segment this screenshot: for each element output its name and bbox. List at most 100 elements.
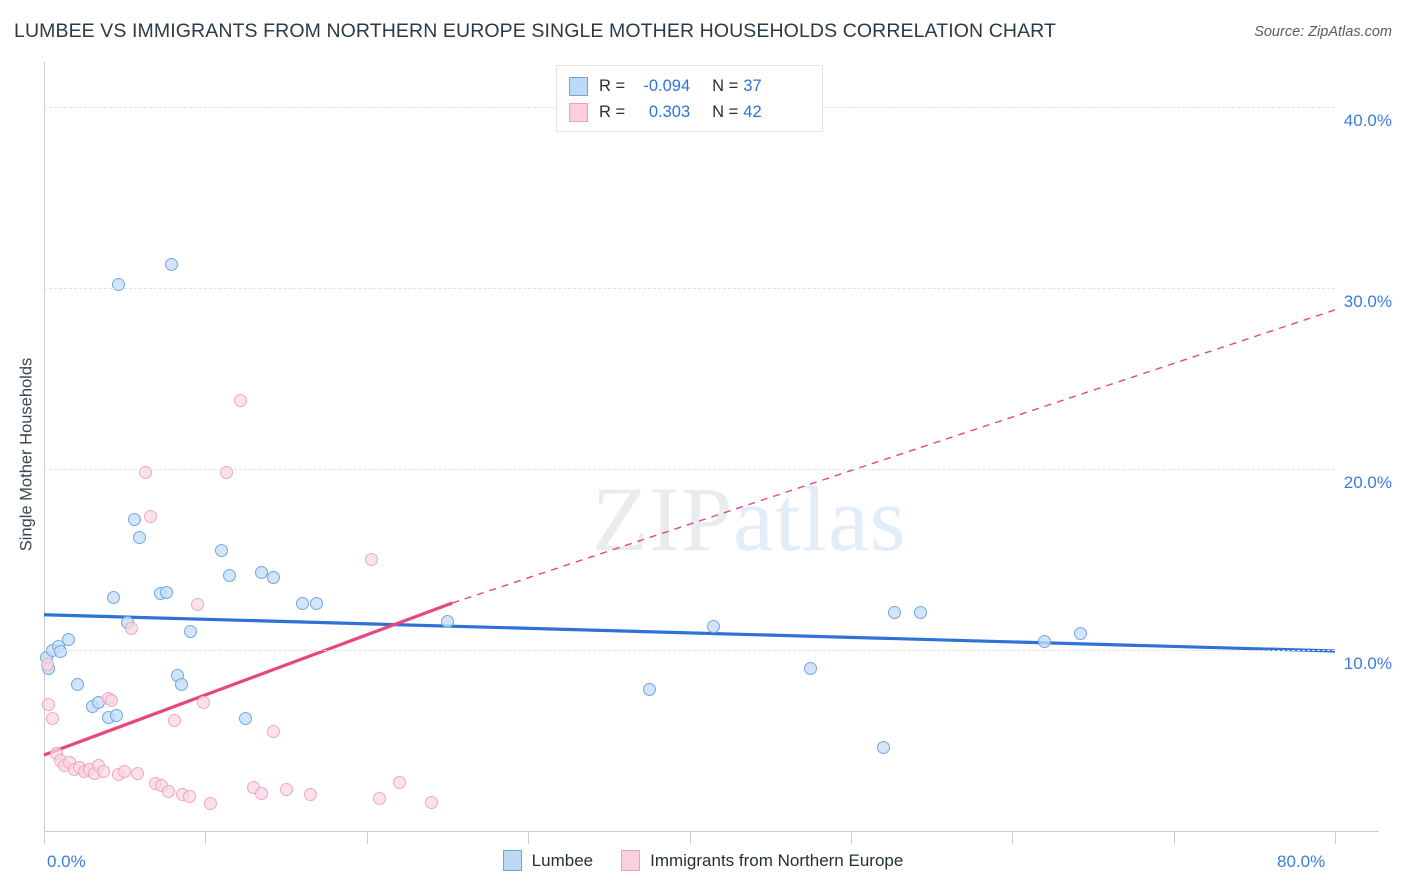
x-axis-tick [366,831,368,844]
data-point[interactable] [105,694,119,708]
data-point[interactable] [97,764,111,778]
data-point[interactable] [365,553,379,567]
data-point[interactable] [223,569,237,583]
stat-swatch-lumbee [569,76,588,96]
gridline [44,650,1335,652]
page-title: LUMBEE VS IMMIGRANTS FROM NORTHERN EUROP… [14,20,1057,42]
data-point[interactable] [1038,634,1052,648]
data-point[interactable] [303,788,317,802]
data-point[interactable] [239,712,253,726]
data-point[interactable] [110,708,124,722]
data-point[interactable] [40,658,54,672]
data-point[interactable] [203,797,217,811]
gridline [44,288,1335,290]
y-axis-tick-label: 40.0% [1343,111,1392,131]
data-point[interactable] [234,393,248,407]
stat-r-value-lumbee: -0.094 [643,76,691,95]
zipatlas-watermark: ZIPatlas [592,468,907,570]
x-axis-tick [1335,831,1336,844]
data-point[interactable] [144,509,157,523]
data-point[interactable] [42,697,56,711]
x-axis-tick [205,831,207,844]
data-point[interactable] [127,513,141,527]
data-point[interactable] [255,786,269,800]
data-point[interactable] [440,614,454,628]
gridline [44,469,1335,471]
data-point[interactable] [707,620,721,634]
x-axis-tick [689,831,691,844]
legend-label-immigrants: Immigrants from Northern Europe [650,850,904,870]
source-attribution: Source: ZipAtlas.com [1254,24,1392,40]
trend-line-immigrants-solid [43,601,453,757]
data-point[interactable] [190,598,204,612]
data-point[interactable] [310,596,324,610]
data-point[interactable] [295,596,309,610]
data-point[interactable] [118,764,132,778]
y-axis-tick-label: 10.0% [1343,654,1392,674]
data-point[interactable] [53,645,67,659]
correlation-stats-box: R = -0.094 N = 37 R = 0.303 N = 42 [556,65,823,132]
data-point[interactable] [61,632,75,646]
data-point[interactable] [174,677,188,691]
data-point[interactable] [111,278,125,292]
data-point[interactable] [373,791,387,805]
x-axis-tick-label: 0.0% [47,852,86,871]
data-point[interactable] [1073,627,1087,641]
stat-row-immigrants: R = 0.303 N = 42 [569,99,810,125]
data-point[interactable] [131,766,145,780]
data-point[interactable] [164,258,178,272]
y-axis-tick-label: 20.0% [1343,473,1392,493]
data-point[interactable] [124,621,138,635]
x-axis-tick [1173,831,1175,844]
stat-swatch-immigrants [569,102,588,122]
data-point[interactable] [913,605,927,619]
data-point[interactable] [215,544,228,558]
trend-line-lumbee [43,613,1336,653]
legend-label-lumbee: Lumbee [531,850,594,870]
data-point[interactable] [279,782,293,796]
data-point[interactable] [184,625,198,639]
stat-n-value-lumbee: 37 [743,76,762,95]
data-point[interactable] [106,591,120,605]
stat-r-label-lumbee: R = [599,76,626,95]
trend-line-immigrants-dashed [452,309,1336,604]
x-axis-tick [528,831,530,844]
data-point[interactable] [168,714,182,728]
data-point[interactable] [71,677,85,691]
trend-lines [43,309,1336,757]
data-point[interactable] [266,571,280,585]
data-point[interactable] [160,585,174,599]
y-axis-line [44,62,45,831]
stat-n-label-lumbee: N = [712,76,739,95]
data-point[interactable] [804,661,818,675]
data-point[interactable] [642,683,656,697]
stat-n-label-immigrants: N = [712,102,739,121]
data-point[interactable] [424,795,438,809]
data-point[interactable] [132,531,146,545]
legend-swatch-immigrants [621,850,641,871]
x-axis-tick-label: 80.0% [1277,852,1326,871]
data-point[interactable] [266,724,280,738]
legend-item-immigrants[interactable]: Immigrants from Northern Europe [621,850,903,871]
stat-r-value-immigrants: 0.303 [648,102,691,121]
data-point[interactable] [161,784,175,798]
data-point[interactable] [182,790,196,804]
series-legend: Lumbee Immigrants from Northern Europe [0,850,1406,871]
x-axis-line [44,831,1379,832]
legend-item-lumbee[interactable]: Lumbee [502,850,594,871]
x-axis-tick [850,831,852,844]
x-axis-tick [1012,831,1014,844]
data-point[interactable] [876,741,890,755]
data-point[interactable] [392,775,406,789]
stat-r-label-immigrants: R = [599,102,626,121]
y-axis-tick-label: 30.0% [1343,292,1392,312]
data-point[interactable] [45,712,59,726]
stat-n-value-immigrants: 42 [743,102,762,121]
data-point[interactable] [197,696,211,710]
data-point[interactable] [887,605,901,619]
stat-row-lumbee: R = -0.094 N = 37 [569,73,810,99]
legend-swatch-lumbee [502,850,522,871]
y-axis-title: Single Mother Households [17,357,36,552]
plot-area: ZIPatlas [39,62,1336,831]
